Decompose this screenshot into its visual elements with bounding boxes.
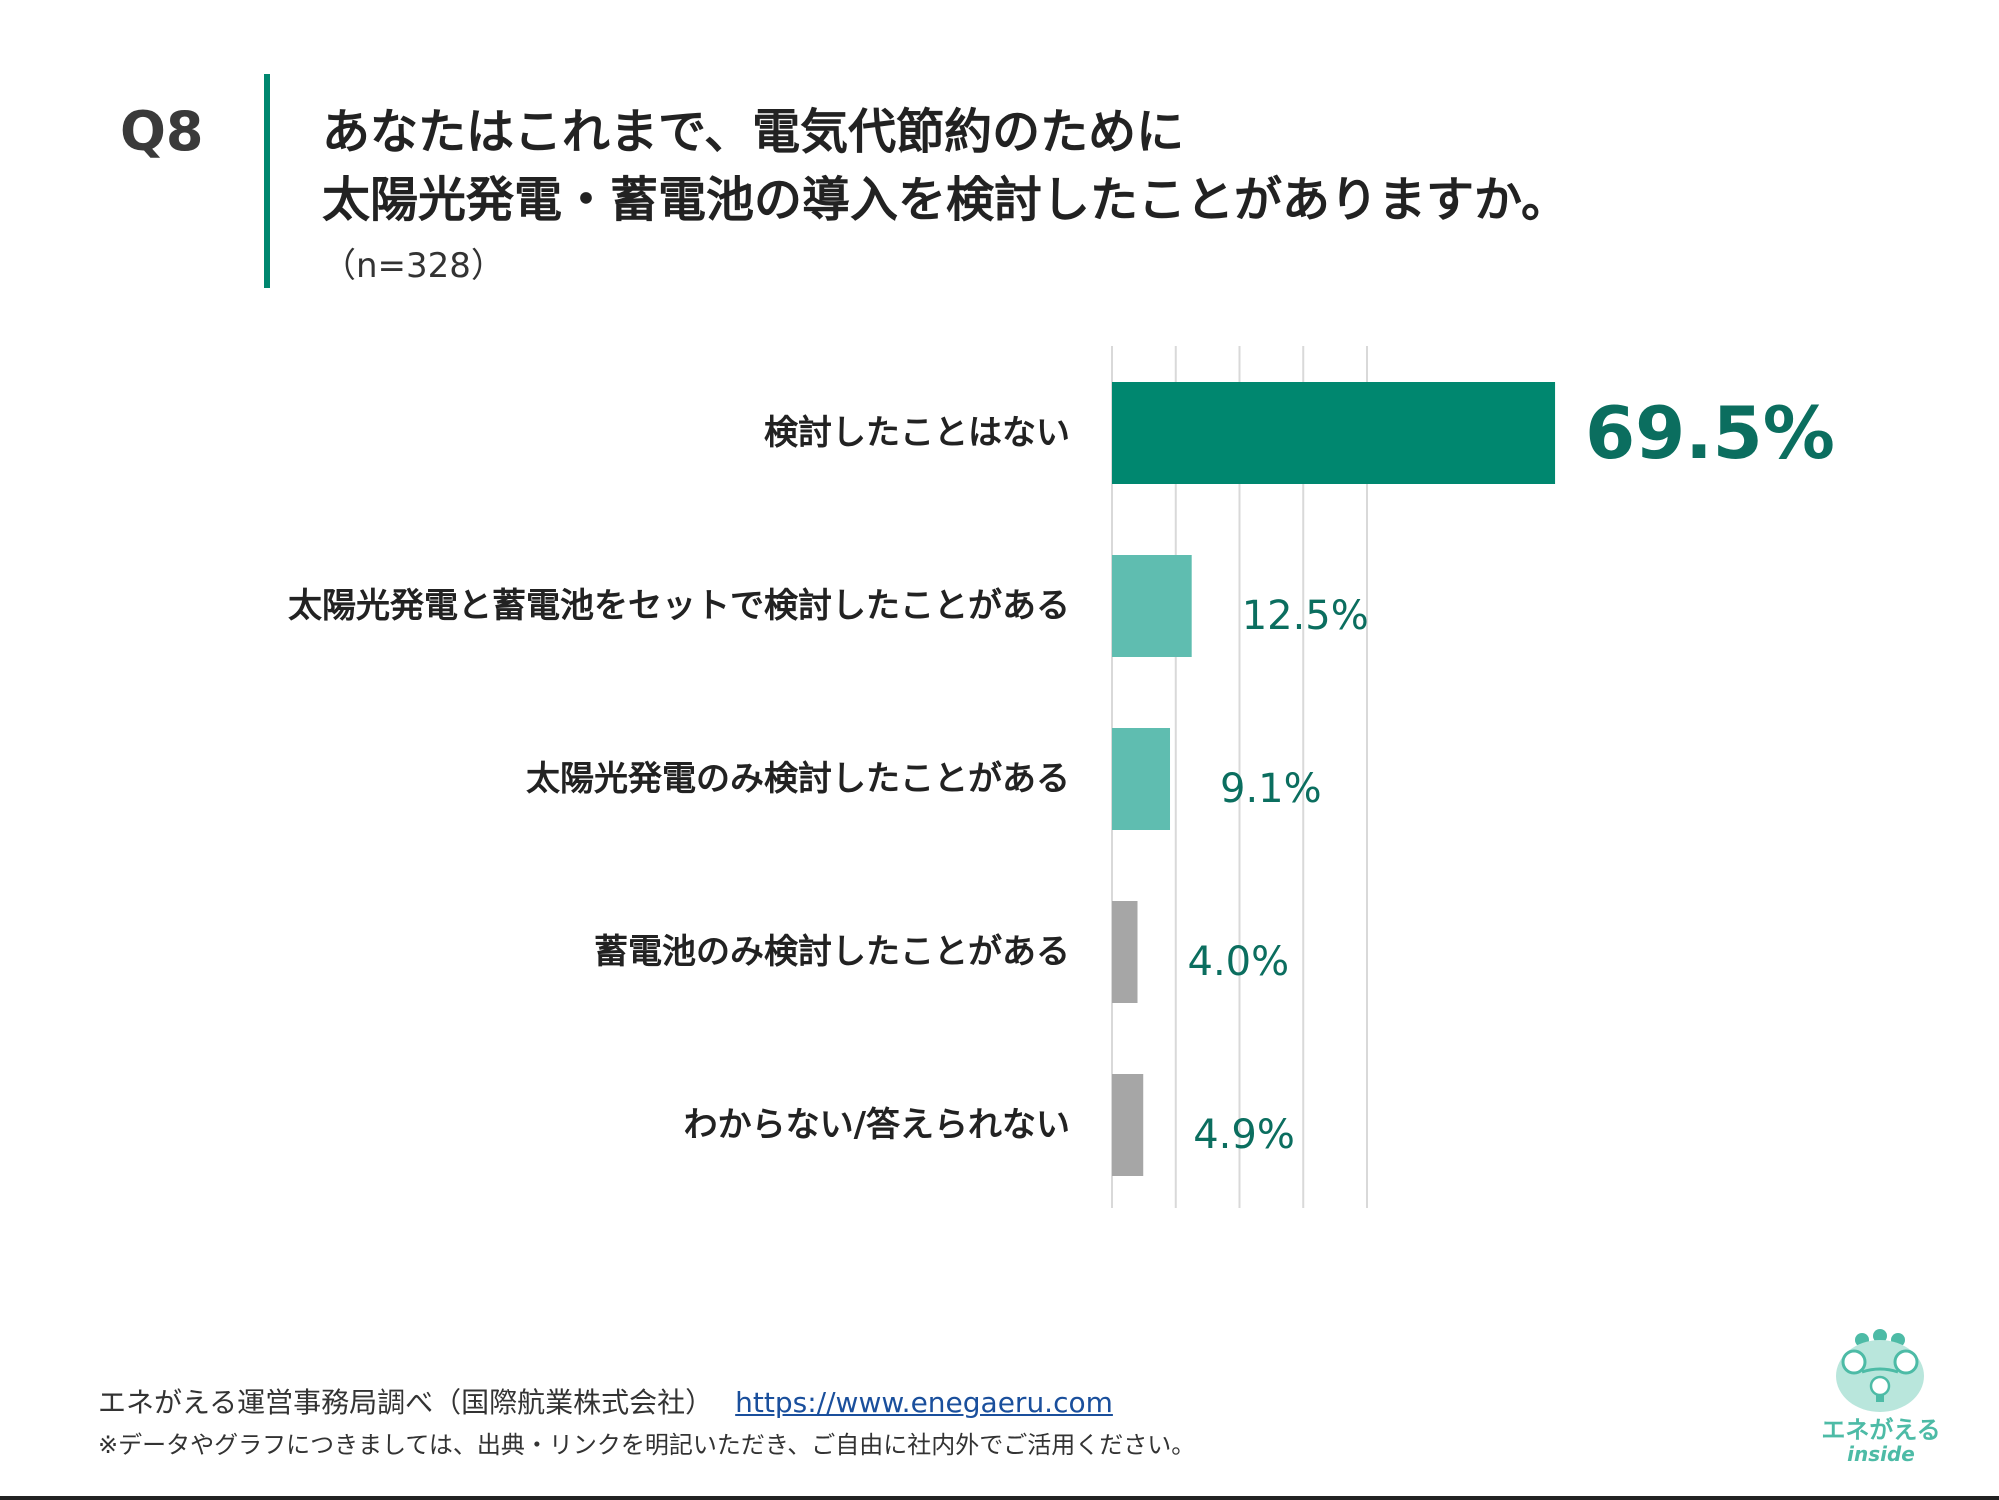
footer: エネがえる運営事務局調べ（国際航業株式会社） https://www.enegae… <box>98 1382 1195 1466</box>
bar <box>1112 1074 1144 1176</box>
bar <box>1112 382 1556 484</box>
chart-value-labels: 69.5% 12.5% 9.1% 4.0% 4.9% <box>1188 391 1835 1158</box>
page-title: あなたはこれまで、電気代節約のために 太陽光発電・蓄電池の導入を検討したことがあ… <box>322 98 1922 234</box>
bar <box>1112 901 1138 1003</box>
logo-name: エネがえる <box>1821 1416 1941 1444</box>
title-line-2: 太陽光発電・蓄電池の導入を検討したことがありますか。 <box>322 172 1570 228</box>
chart-gridlines <box>1111 346 1368 1208</box>
frog-bulb-icon <box>1836 1329 1924 1412</box>
value-label: 4.9% <box>1193 1112 1295 1158</box>
footer-note: ※データやグラフにつきましては、出典・リンクを明記いただき、ご自由に社内外でご活… <box>98 1431 1196 1459</box>
footer-link[interactable]: https://www.enegaeru.com <box>735 1386 1113 1419</box>
footer-source-row: エネがえる運営事務局調べ（国際航業株式会社） https://www.enegae… <box>98 1382 1195 1424</box>
chart-bars <box>1112 382 1556 1176</box>
chart-category-labels: 検討したことはない太陽光発電と蓄電池をセットで検討したことがある太陽光発電のみ検… <box>288 413 1070 1145</box>
value-label: 9.1% <box>1220 766 1322 812</box>
value-label: 69.5% <box>1585 391 1835 475</box>
category-label: 太陽光発電のみ検討したことがある <box>526 759 1070 799</box>
bar-chart: 検討したことはない太陽光発電と蓄電池をセットで検討したことがある太陽光発電のみ検… <box>288 346 1835 1208</box>
title-line-1: あなたはこれまで、電気代節約のために <box>322 104 1185 160</box>
category-label: 蓄電池のみ検討したことがある <box>594 932 1070 972</box>
footer-source: エネがえる運営事務局調べ（国際航業株式会社） <box>98 1386 714 1419</box>
bar <box>1112 555 1192 657</box>
logo-sub: inside <box>1847 1442 1915 1466</box>
bar <box>1112 728 1171 830</box>
value-label: 4.0% <box>1188 939 1290 985</box>
category-label: 検討したことはない <box>764 413 1070 453</box>
title-accent-bar <box>264 74 270 288</box>
question-number: Q8 <box>120 100 204 163</box>
value-label: 12.5% <box>1242 593 1369 639</box>
category-label: 太陽光発電と蓄電池をセットで検討したことがある <box>288 586 1070 626</box>
bottom-rule <box>0 1496 1999 1500</box>
sample-size: （n=328） <box>322 246 505 286</box>
category-label: わからない/答えられない <box>684 1105 1070 1145</box>
